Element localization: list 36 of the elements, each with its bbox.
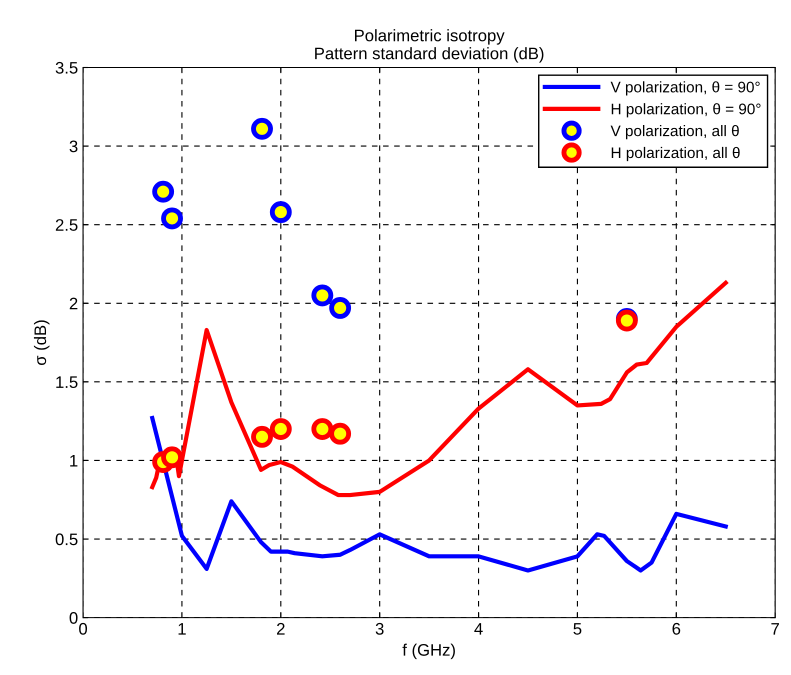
- point: [329, 422, 352, 445]
- point: [251, 426, 273, 448]
- x-axis-title: f (GHz): [402, 644, 455, 660]
- line-series: [150, 280, 728, 498]
- y-tick-label: 1: [70, 455, 78, 466]
- point: [311, 418, 334, 440]
- legend-label: H polarization, θ = 90°: [612, 103, 761, 118]
- point: [311, 284, 334, 306]
- y-tick-label: 2: [70, 298, 78, 310]
- y-tick-label: 0: [70, 612, 78, 624]
- legend-label: V polarization, θ = 90°: [610, 81, 760, 96]
- point: [161, 446, 183, 468]
- x-tick-label: 0: [79, 622, 88, 635]
- y-axis-title: σ (dB): [34, 320, 50, 366]
- x-tick-label: 5: [573, 623, 582, 635]
- legend-label: V polarization, all θ: [610, 125, 739, 140]
- point: [161, 207, 183, 230]
- y-tick-label: 0.5: [56, 533, 78, 546]
- x-tick-label: 4: [474, 623, 483, 635]
- point: [329, 297, 352, 319]
- point: [270, 418, 292, 440]
- x-tick-label: 6: [672, 622, 680, 635]
- x-tick-label: 3: [376, 622, 384, 635]
- y-tick-label: 1.5: [56, 376, 78, 388]
- x-tick-label: 7: [771, 623, 779, 635]
- x-tick-label: 2: [277, 622, 285, 635]
- y-tick-label: 3.5: [56, 62, 78, 74]
- line-series: [150, 416, 728, 573]
- point: [270, 201, 292, 224]
- chart-title: Polarimetric isotropy Pattern standard deviation (dB): [315, 29, 544, 63]
- x-tick-label: 1: [178, 623, 186, 635]
- legend-label: H polarization, all θ: [612, 146, 740, 162]
- point: [251, 118, 273, 140]
- y-tick-label: 2.5: [56, 219, 78, 231]
- point: [152, 180, 174, 203]
- y-tick-label: 3: [70, 140, 78, 152]
